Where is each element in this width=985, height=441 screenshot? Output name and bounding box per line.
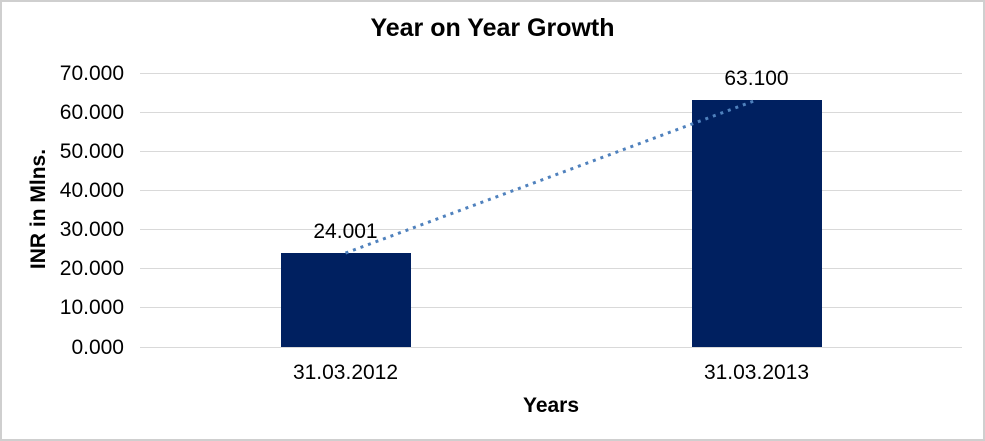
- y-tick-label: 50.000: [59, 139, 124, 163]
- gridline: [140, 111, 962, 113]
- gridline: [140, 150, 962, 152]
- gridline: [140, 189, 962, 191]
- gridline: [140, 72, 962, 74]
- bar-data-label: 63.100: [724, 67, 789, 91]
- bar-data-label: 24.001: [313, 220, 378, 244]
- x-tick-label: 31.03.2013: [703, 361, 810, 384]
- y-tick-label: 20.000: [59, 257, 124, 281]
- bar: [691, 100, 822, 347]
- gridline: [140, 307, 962, 309]
- trendline: [344, 98, 758, 255]
- plot-area: 24.001 63.100: [140, 67, 962, 348]
- y-tick-label: 30.000: [59, 218, 124, 242]
- gridline: [140, 268, 962, 270]
- gridline: [140, 229, 962, 231]
- y-tick-label: 60.000: [59, 100, 124, 124]
- chart-title: Year on Year Growth: [370, 14, 615, 42]
- x-axis-title: Years: [522, 394, 580, 417]
- y-tick-label: 70.000: [59, 61, 124, 85]
- y-tick-label: 10.000: [59, 296, 124, 320]
- x-axis-line: [140, 346, 962, 348]
- bar: [280, 253, 411, 347]
- y-tick-label: 40.000: [59, 178, 124, 202]
- y-tick-label: 0.000: [71, 335, 124, 359]
- x-tick-label: 31.03.2012: [292, 361, 399, 384]
